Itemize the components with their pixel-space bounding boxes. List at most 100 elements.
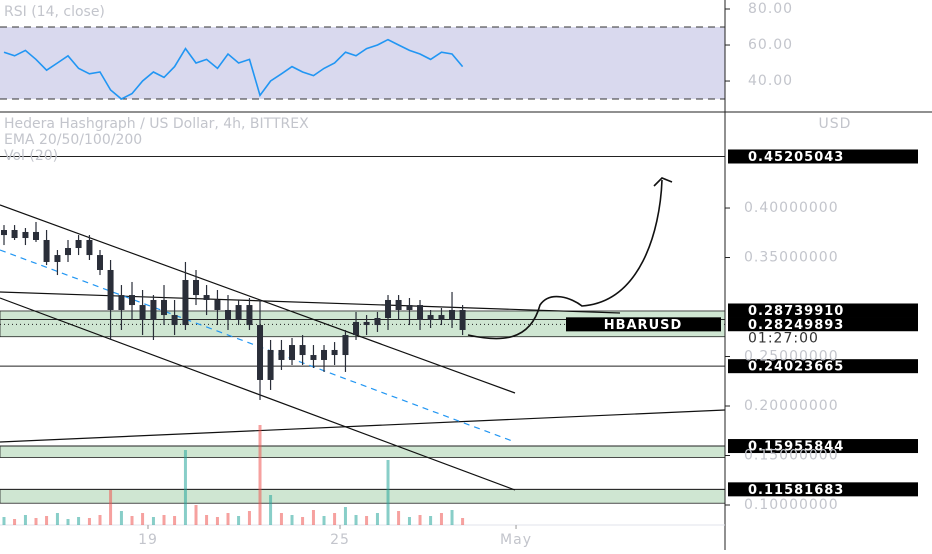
candle-body: [75, 239, 82, 249]
dashed-channel: [0, 249, 516, 443]
candle-body: [150, 299, 157, 320]
candle-body: [321, 349, 328, 360]
volume-bar: [279, 513, 283, 525]
volume-bar: [343, 507, 347, 525]
level-tag: [728, 482, 918, 497]
volume-bar: [439, 513, 443, 525]
y-tick-label: 0.25000000: [744, 349, 839, 365]
candle-body: [289, 345, 296, 360]
candle-body: [417, 305, 424, 320]
candle-body: [385, 299, 392, 319]
volume-bar: [173, 516, 177, 525]
volume-bar: [311, 510, 315, 525]
candle-body: [22, 231, 29, 239]
candle-body: [33, 231, 40, 240]
level-label: 0.11581683: [748, 483, 844, 498]
candle-body: [54, 255, 61, 262]
rsi-band: [0, 27, 725, 100]
volume-bar: [23, 515, 27, 525]
projection-arrow: [467, 179, 663, 340]
volume-bar: [365, 516, 369, 525]
volume-bar: [301, 517, 305, 525]
candle-body: [182, 279, 189, 326]
y-tick-label: 0.10000000: [744, 497, 839, 513]
candle-body: [257, 325, 264, 380]
volume-bar: [141, 513, 145, 525]
candle-body: [1, 230, 8, 236]
volume-bar: [130, 516, 134, 525]
candle-body: [246, 305, 253, 326]
candle-body: [235, 305, 242, 320]
trend-line: [0, 409, 726, 443]
y-tick-label: 0.20000000: [744, 398, 839, 414]
countdown-tag: [728, 331, 918, 346]
rsi-line: [3, 38, 464, 100]
candle-body: [438, 315, 445, 320]
volume-bar: [333, 513, 337, 525]
volume-bar: [119, 511, 123, 525]
candle-body: [395, 299, 402, 310]
volume-bar: [247, 511, 251, 525]
candle-body: [118, 295, 125, 310]
candle-body: [171, 315, 178, 326]
volume-bar: [151, 517, 155, 525]
level-label: 0.45205043: [748, 150, 844, 165]
volume-bar: [45, 516, 49, 525]
volume-bar: [13, 519, 17, 525]
volume-bar: [375, 513, 379, 525]
candle-body: [267, 349, 274, 380]
candle-body: [406, 305, 413, 310]
candle-body: [225, 309, 232, 320]
candle-body: [310, 355, 317, 360]
level-tag: [728, 439, 918, 454]
volume-bar: [34, 518, 38, 525]
candle-body: [65, 248, 72, 256]
y-tick-label: 0.35000000: [744, 250, 839, 266]
volume-bar: [194, 505, 198, 525]
zone: [0, 445, 726, 458]
candle-body: [331, 349, 338, 356]
level-tag: [728, 359, 918, 374]
x-tick-label: 25: [330, 532, 350, 548]
candle-body: [449, 309, 456, 320]
candle-body: [107, 269, 114, 310]
volume-bar: [87, 518, 91, 525]
candle-body: [139, 305, 146, 320]
rsi-tick-label: 80.00: [748, 1, 793, 17]
countdown: 01:27:00: [748, 330, 819, 346]
volume-bar: [429, 516, 433, 525]
candle-body: [342, 335, 349, 356]
volume-bar: [461, 518, 465, 525]
candle-body: [97, 255, 104, 270]
y-tick-label: 0.15000000: [744, 448, 839, 464]
symbol-tag: [566, 317, 721, 332]
volume-bar: [77, 517, 81, 525]
candle-body: [459, 309, 466, 330]
volume-bar: [109, 490, 113, 525]
level-tag: [728, 317, 918, 332]
candle-body: [299, 345, 306, 356]
rsi-tick-label: 40.00: [748, 73, 793, 89]
chart-title: Hedera Hashgraph / US Dollar, 4h, BITTRE…: [4, 116, 309, 132]
candle-body: [129, 295, 136, 306]
x-tick-label: 19: [138, 532, 158, 548]
candle-body: [214, 299, 221, 310]
candle-body: [11, 230, 18, 239]
volume-bar: [269, 495, 273, 525]
volume-bar: [354, 515, 358, 525]
candle-body: [193, 279, 200, 296]
rsi-title: RSI (14, close): [4, 4, 105, 20]
level-label: 0.24023665: [748, 360, 844, 375]
volume-bar: [183, 450, 187, 525]
volume-bar: [397, 511, 401, 525]
candle-body: [353, 321, 360, 336]
candle-body: [278, 349, 285, 360]
candle-body: [161, 299, 168, 316]
volume-bar: [162, 515, 166, 525]
level-tag: [728, 149, 918, 164]
candle-body: [427, 315, 434, 320]
volume-bar: [322, 516, 326, 525]
candle-body: [86, 239, 93, 256]
trend-line: [0, 204, 516, 394]
volume-bar: [450, 510, 454, 525]
